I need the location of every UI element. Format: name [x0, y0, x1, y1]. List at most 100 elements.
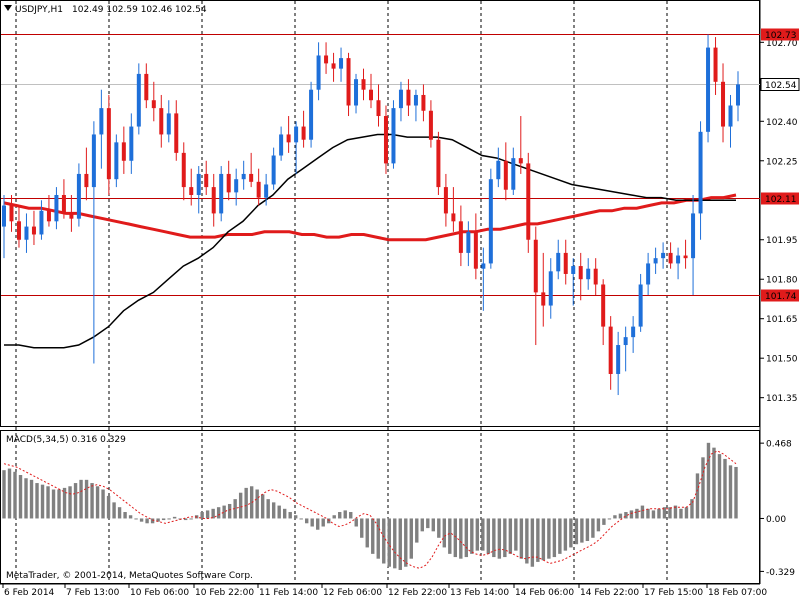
- candle-body: [121, 142, 126, 161]
- candle: [174, 100, 179, 161]
- candle: [406, 79, 411, 117]
- candle-body: [473, 231, 478, 269]
- candle-body: [511, 158, 516, 190]
- candle: [151, 81, 156, 122]
- candle: [631, 316, 636, 353]
- time-tick-label[interactable]: 10 Feb 22:00: [195, 588, 254, 598]
- candle: [383, 105, 388, 174]
- candle-body: [91, 134, 96, 188]
- candle: [61, 179, 66, 219]
- candle-body: [668, 252, 673, 264]
- macd-bar: [668, 507, 672, 519]
- candle-body: [61, 194, 66, 214]
- candle-body: [181, 152, 186, 188]
- candle-body: [406, 89, 411, 106]
- candle-body: [623, 337, 628, 346]
- candle: [451, 187, 456, 232]
- macd-axis[interactable]: 0.468 0.00 -0.329: [760, 440, 795, 578]
- candle: [428, 100, 433, 148]
- candle-body: [279, 134, 284, 156]
- candle-body: [226, 173, 231, 193]
- time-axis[interactable]: 6 Feb 2014 7 Feb 13:00 10 Feb 06:00 10 Feb …: [2, 584, 767, 598]
- macd-bar: [387, 518, 391, 567]
- macd-bar: [244, 487, 248, 519]
- macd-bar: [117, 507, 122, 519]
- macd-bar: [453, 518, 458, 558]
- candle: [294, 121, 299, 174]
- candle: [728, 94, 733, 148]
- candle-body: [114, 142, 119, 180]
- candle: [361, 68, 366, 101]
- candle-body: [331, 63, 336, 69]
- time-tick-label[interactable]: 12 Feb 22:00: [388, 588, 447, 598]
- macd-bar: [486, 518, 491, 554]
- candle: [309, 81, 314, 148]
- candle: [121, 126, 126, 174]
- time-tick-label[interactable]: 17 Feb 15:00: [644, 588, 703, 598]
- candle-body: [219, 173, 224, 214]
- price-axis[interactable]: 102.70 102.40 102.25 101.95 101.80 101.65 101.…: [760, 28, 800, 405]
- time-tick-label[interactable]: 6 Feb 2014: [4, 588, 55, 598]
- time-tick-label[interactable]: 12 Feb 06:00: [323, 588, 382, 598]
- time-tick-label[interactable]: 18 Feb 07:00: [708, 588, 767, 598]
- level-tag: [761, 289, 799, 302]
- macd-bar: [569, 518, 573, 548]
- macd-bar: [156, 518, 160, 522]
- macd-bar: [481, 518, 485, 551]
- time-tick-label[interactable]: 10 Feb 06:00: [130, 588, 189, 598]
- time-tick-label[interactable]: 7 Feb 13:00: [66, 588, 120, 598]
- time-tick-label[interactable]: 13 Feb 14:00: [450, 588, 509, 598]
- candle-body: [533, 239, 538, 293]
- candle-body: [683, 255, 688, 259]
- candle: [46, 194, 51, 227]
- current-price-tag: [760, 78, 800, 91]
- candle-body: [458, 221, 463, 253]
- candle: [346, 52, 351, 117]
- candle-body: [361, 79, 366, 90]
- candle: [376, 84, 381, 127]
- candle-body: [241, 173, 246, 180]
- candle-body: [563, 252, 568, 274]
- macd-bar: [651, 510, 656, 519]
- candle-body: [354, 79, 359, 106]
- macd-bar: [2, 470, 6, 519]
- candle: [436, 131, 441, 195]
- candle-body: [676, 255, 681, 264]
- candle: [331, 52, 336, 82]
- macd-bar: [492, 518, 496, 558]
- macd-bar: [112, 502, 116, 519]
- candle-body: [428, 110, 433, 140]
- candle-body: [31, 226, 36, 235]
- candle-body: [713, 47, 718, 82]
- candle: [586, 258, 591, 290]
- macd-bar: [271, 502, 276, 519]
- candle: [511, 147, 516, 195]
- candle-body: [249, 173, 254, 182]
- candle: [144, 63, 149, 109]
- macd-bar: [591, 518, 595, 538]
- candle-body: [638, 284, 643, 327]
- macd-bar: [349, 512, 353, 519]
- time-tick-label[interactable]: 14 Feb 06:00: [515, 588, 574, 598]
- candle-body: [69, 213, 74, 219]
- macd-bar: [420, 518, 424, 532]
- time-tick-label[interactable]: 14 Feb 22:00: [580, 588, 639, 598]
- candle-body: [578, 266, 583, 280]
- candle-body: [339, 58, 344, 69]
- macd-bar: [415, 518, 419, 543]
- macd-bar: [552, 518, 557, 558]
- macd-tick-label: 0.468: [766, 440, 792, 450]
- candle: [264, 173, 269, 206]
- macd-bar: [277, 505, 281, 519]
- candle-body: [421, 94, 426, 111]
- candle: [204, 160, 209, 195]
- candle-body: [144, 73, 149, 101]
- time-tick-label[interactable]: 11 Feb 14:00: [259, 588, 318, 598]
- candle-body: [46, 210, 51, 222]
- candle: [76, 163, 81, 227]
- candle: [256, 168, 261, 206]
- dropdown-triangle-icon[interactable]: [4, 5, 12, 11]
- macd-bar: [200, 512, 204, 519]
